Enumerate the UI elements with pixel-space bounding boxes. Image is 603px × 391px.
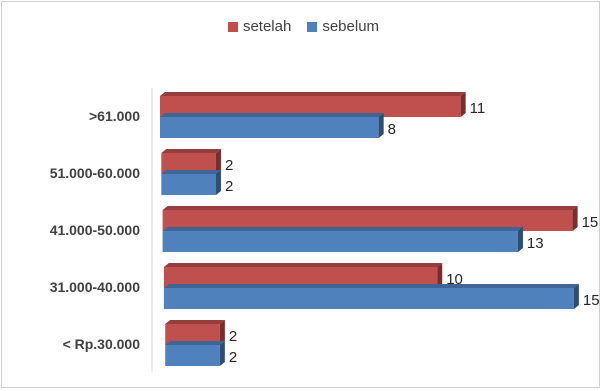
legend-label-sebelum: sebelum bbox=[322, 18, 380, 35]
bar-top-setelah bbox=[160, 92, 466, 96]
data-label-setelah: 10 bbox=[446, 271, 463, 288]
bar-setelah bbox=[165, 324, 220, 345]
bar-side-sebelum bbox=[573, 284, 579, 309]
bar-top-setelah bbox=[165, 320, 225, 324]
bar-top-sebelum bbox=[163, 284, 579, 288]
data-label-sebelum: 8 bbox=[388, 121, 396, 138]
bar-top-setelah bbox=[161, 149, 221, 153]
bar-setelah bbox=[163, 267, 438, 288]
bar-sebelum bbox=[163, 288, 574, 309]
legend: setelah sebelum bbox=[2, 18, 603, 35]
data-label-setelah: 15 bbox=[582, 214, 599, 231]
bar-sebelum bbox=[160, 117, 379, 138]
bar-side-setelah bbox=[460, 92, 466, 117]
legend-label-setelah: setelah bbox=[242, 18, 292, 35]
data-label-sebelum: 2 bbox=[225, 178, 233, 195]
legend-swatch-sebelum bbox=[307, 21, 318, 32]
bar-side-sebelum bbox=[215, 170, 221, 195]
category-label: 31.000-40.000 bbox=[50, 279, 141, 295]
category-label: < Rp.30.000 bbox=[63, 336, 141, 352]
bar-sebelum bbox=[161, 174, 216, 195]
legend-item-setelah: setelah bbox=[227, 18, 292, 35]
bar-side-setelah bbox=[437, 263, 443, 288]
bar-setelah bbox=[160, 96, 461, 117]
bar-side-sebelum bbox=[219, 341, 225, 366]
bar-top-setelah bbox=[162, 206, 578, 210]
bar-side-setelah bbox=[219, 320, 225, 345]
data-label-sebelum: 15 bbox=[583, 292, 600, 309]
bar-side-sebelum bbox=[378, 113, 384, 138]
bar-top-setelah bbox=[163, 263, 443, 267]
data-label-sebelum: 2 bbox=[229, 349, 237, 366]
bar-setelah bbox=[162, 210, 573, 231]
bar-sebelum bbox=[162, 231, 518, 252]
category-label: 41.000-50.000 bbox=[50, 222, 141, 238]
legend-item-sebelum: sebelum bbox=[307, 18, 379, 35]
data-label-setelah: 2 bbox=[229, 328, 237, 345]
bar-top-sebelum bbox=[160, 113, 384, 117]
category-label: >61.000 bbox=[89, 108, 140, 124]
category-label: 51.000-60.000 bbox=[50, 165, 141, 181]
data-label-setelah: 2 bbox=[225, 157, 233, 174]
bar-top-sebelum bbox=[165, 341, 225, 345]
bar-side-setelah bbox=[215, 149, 221, 174]
bar-setelah bbox=[161, 153, 216, 174]
bar-side-setelah bbox=[572, 206, 578, 231]
data-label-sebelum: 13 bbox=[527, 235, 544, 252]
data-label-setelah: 11 bbox=[470, 100, 486, 117]
bar-sebelum bbox=[165, 345, 220, 366]
bar-side-sebelum bbox=[517, 227, 523, 252]
bar-top-sebelum bbox=[161, 170, 221, 174]
legend-swatch-setelah bbox=[227, 21, 238, 32]
bar-top-sebelum bbox=[162, 227, 523, 231]
